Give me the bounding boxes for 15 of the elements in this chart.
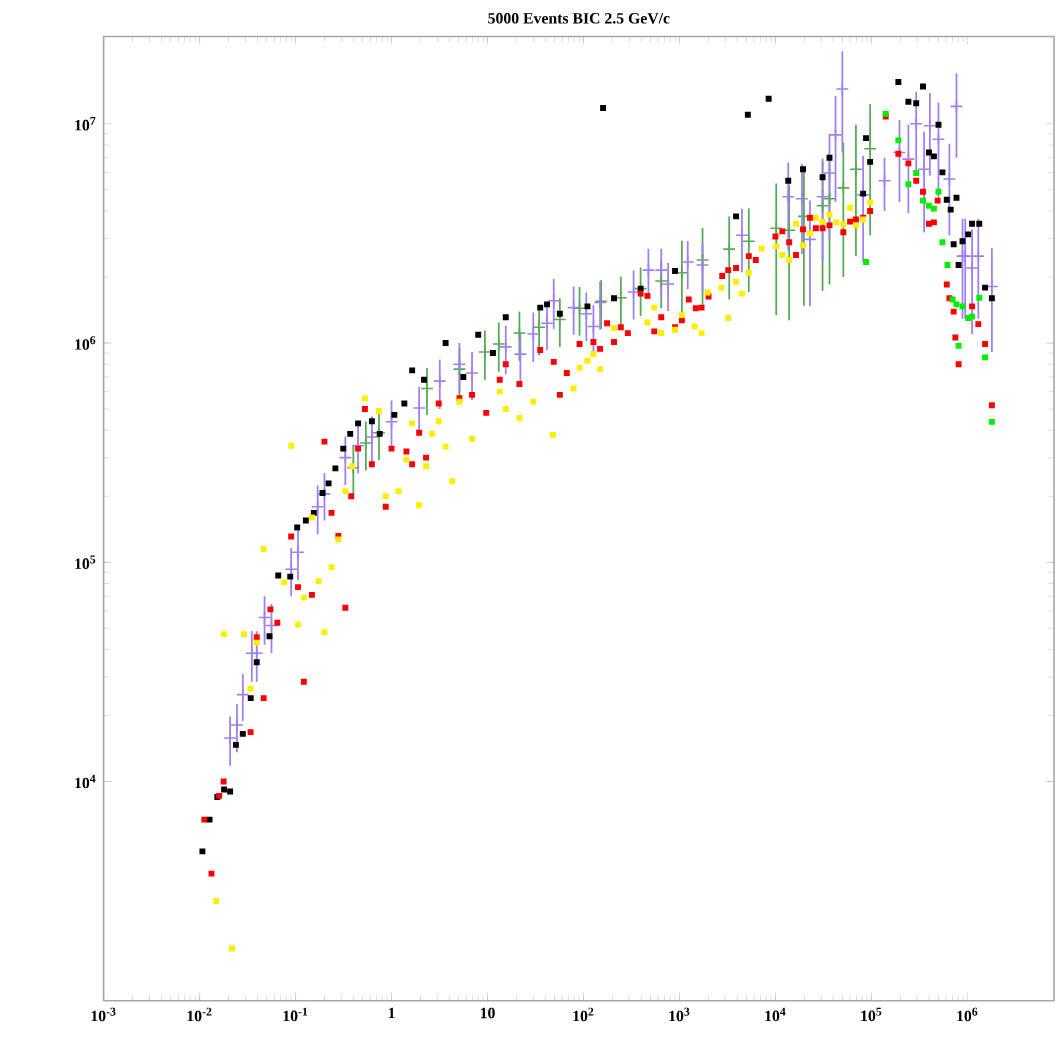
x-tick-label: 10$^{3}$ (669, 1007, 690, 1022)
x-tick-label: 10$^{5}$ (861, 1007, 882, 1022)
x-tick-label: 10$^{-1}$ (283, 1007, 308, 1022)
x-tick-label: 10$^{4}$ (765, 1007, 786, 1022)
x-tick-label: 10$^{-2}$ (187, 1007, 212, 1022)
x-tick-label: 10$^{-3}$ (91, 1007, 116, 1022)
y-tick-label: 10$^{4}$ (75, 774, 96, 789)
y-tick-label: 10$^{7}$ (75, 116, 96, 131)
x-tick-label: 10$^{6}$ (957, 1007, 978, 1022)
y-tick-label: 10$^{6}$ (75, 336, 96, 350)
x-tick-label: 10$^{2}$ (573, 1007, 594, 1022)
y-tick-label: 10$^{5}$ (75, 555, 96, 569)
x-tick-label: 1 (388, 1007, 395, 1018)
chart-title: 5000 Events BIC 2.5 GeV/c (488, 12, 670, 24)
x-tick-label: 10 (480, 1007, 495, 1019)
